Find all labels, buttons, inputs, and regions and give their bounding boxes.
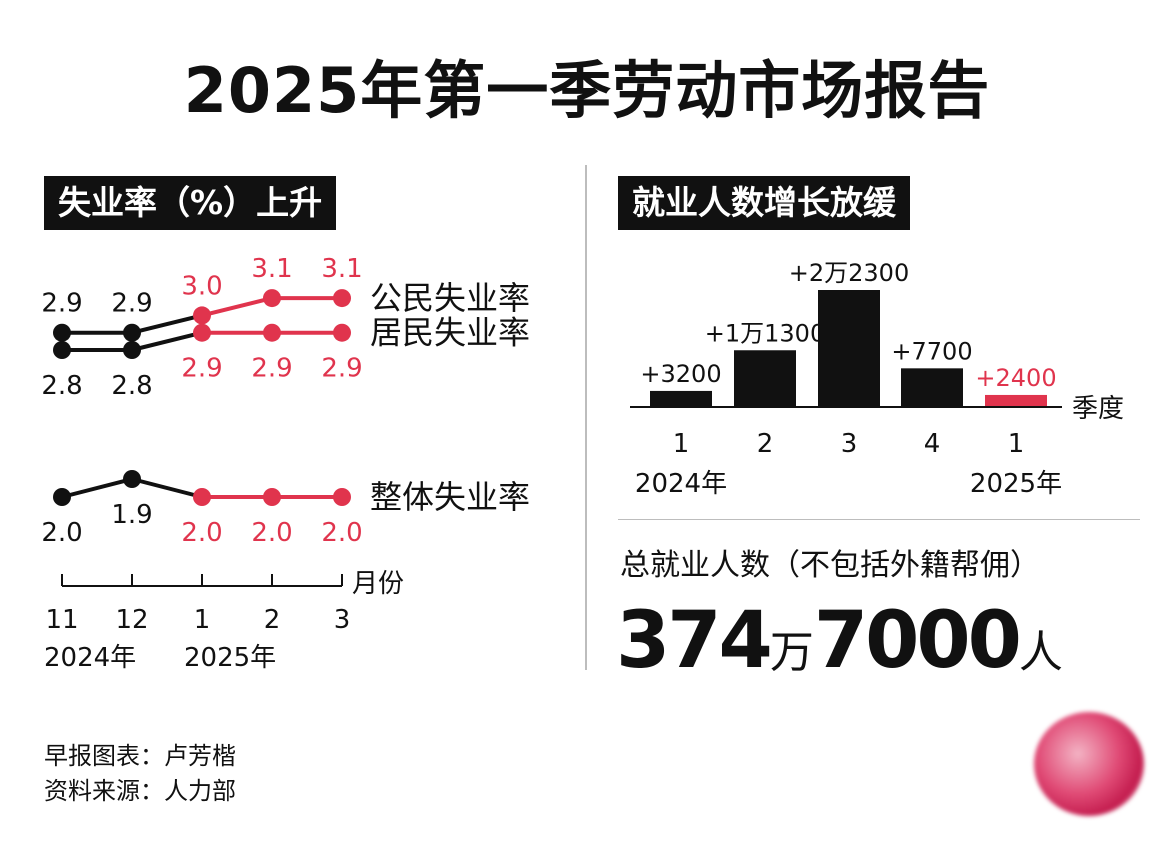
- credit-data-source: 资料来源：人力部: [44, 777, 236, 805]
- data-point: [123, 470, 141, 488]
- data-point: [123, 323, 141, 342]
- data-label: 3.1: [321, 254, 362, 284]
- total-unit-wan: 万: [769, 627, 814, 678]
- data-point: [123, 341, 141, 359]
- bar-value-label: +7700: [891, 337, 972, 365]
- x-tick-label: 2: [264, 605, 281, 635]
- section-divider: [618, 519, 1140, 520]
- total-employment-value: 374万7000人: [616, 596, 1063, 686]
- bar-value-label: +2万2300: [789, 259, 909, 287]
- right-chart-heading: 就业人数增长放缓: [618, 176, 910, 230]
- series-line-segment: [131, 330, 203, 352]
- x-year-label: 2024年: [44, 643, 136, 673]
- data-point: [333, 488, 351, 506]
- x-year-label: 2025年: [184, 643, 276, 673]
- series-name-label: 公民失业率: [370, 279, 530, 317]
- x-tick-label: 1: [1008, 429, 1025, 459]
- left-chart-heading: 失业率（%）上升: [44, 176, 337, 230]
- total-value-wan: 374: [616, 596, 773, 686]
- data-point: [263, 488, 281, 506]
- data-point: [333, 289, 351, 308]
- bar: [818, 290, 880, 407]
- data-point: [53, 341, 71, 359]
- x-tick-label: 3: [334, 605, 351, 635]
- x-tick-label: 3: [841, 429, 858, 459]
- data-point: [193, 323, 211, 342]
- panel-divider: [585, 165, 587, 670]
- bar: [734, 350, 796, 407]
- data-label: 2.9: [111, 289, 152, 319]
- data-point: [53, 323, 71, 342]
- data-point: [263, 323, 281, 342]
- x-year-label: 2024年: [635, 469, 727, 499]
- data-label: 2.9: [321, 354, 362, 384]
- bar-value-label: +1万1300: [705, 319, 825, 347]
- x-tick-label: 1: [194, 605, 211, 635]
- x-tick-label: 2: [757, 429, 774, 459]
- data-label: 2.0: [321, 518, 362, 548]
- bar-value-label: +3200: [640, 360, 721, 388]
- bar: [901, 368, 963, 407]
- total-employment-label: 总就业人数（不包括外籍帮佣）: [620, 548, 1040, 583]
- bar: [650, 390, 712, 407]
- data-label: 2.0: [181, 518, 222, 548]
- data-label: 2.0: [251, 518, 292, 548]
- x-tick-label: 4: [924, 429, 941, 459]
- data-point: [193, 306, 211, 325]
- total-unit-person: 人: [1018, 627, 1063, 678]
- credit-chart-author: 早报图表：卢芳楷: [44, 742, 236, 770]
- data-point: [333, 323, 351, 342]
- bar: [985, 394, 1047, 407]
- data-label: 2.8: [41, 371, 82, 401]
- data-label: 2.8: [111, 371, 152, 401]
- data-label: 3.1: [251, 254, 292, 284]
- data-label: 2.9: [41, 289, 82, 319]
- x-tick-label: 1: [673, 429, 690, 459]
- data-label: 1.9: [111, 500, 152, 530]
- series-name-label: 居民失业率: [370, 314, 530, 352]
- data-label: 2.9: [181, 354, 222, 384]
- x-year-label: 2025年: [970, 469, 1062, 499]
- total-value-rest: 7000: [813, 596, 1022, 686]
- data-point: [263, 289, 281, 308]
- data-label: 3.0: [181, 271, 222, 301]
- data-point: [53, 488, 71, 506]
- x-tick-label: 11: [45, 605, 78, 635]
- page-title: 2025年第一季劳动市场报告: [183, 54, 991, 127]
- series-line-segment: [131, 477, 203, 499]
- series-line-segment: [61, 477, 133, 499]
- x-tick-label: 12: [115, 605, 148, 635]
- lianhe-zaobao-logo-icon: [1034, 712, 1144, 816]
- bar-value-label: +2400: [975, 364, 1056, 392]
- x-axis-unit-label: 月份: [352, 569, 404, 599]
- data-point: [193, 488, 211, 506]
- data-label: 2.0: [41, 518, 82, 548]
- x-axis-unit-label: 季度: [1072, 394, 1124, 424]
- series-name-label: 整体失业率: [370, 478, 530, 516]
- series-line-segment: [131, 313, 203, 335]
- data-label: 2.9: [251, 354, 292, 384]
- series-line-segment: [201, 296, 273, 318]
